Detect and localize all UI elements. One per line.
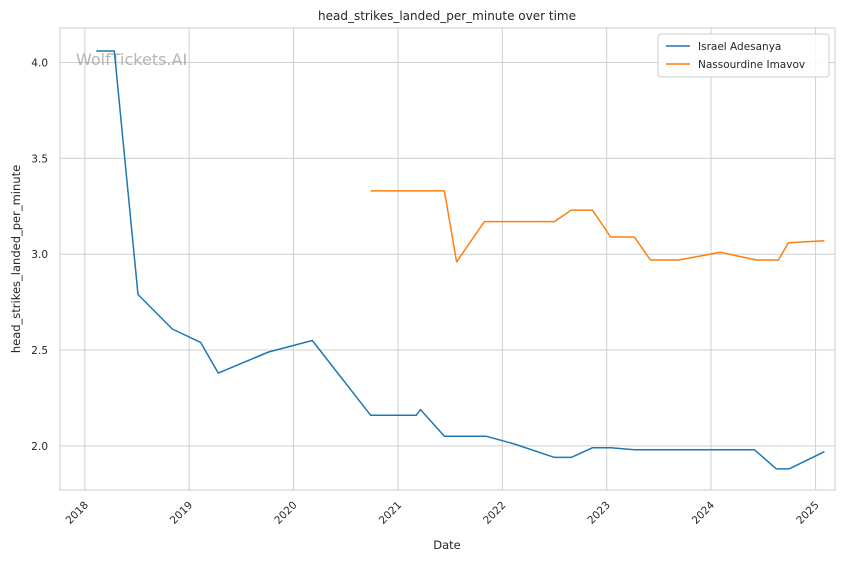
x-tick-label: 2024 — [690, 499, 718, 527]
y-tick-labels: 2.0 2.5 3.0 3.5 4.0 — [31, 58, 48, 453]
series-layer — [96, 50, 825, 470]
x-tick-label: 2020 — [272, 499, 299, 526]
plot-area-frame — [59, 27, 836, 491]
watermark: WolfTickets.AI — [76, 50, 187, 69]
x-tick-labels: 2018 2019 2020 2021 2022 2023 2024 2025 — [64, 499, 822, 527]
series-line-nassourdine-imavov — [370, 190, 825, 263]
grid-layer — [60, 28, 835, 490]
x-tick-label: 2019 — [168, 499, 195, 526]
x-tick-label: 2023 — [585, 499, 612, 526]
y-tick-label: 2.5 — [31, 345, 48, 357]
y-tick-label: 3.5 — [31, 153, 48, 165]
legend-label-nassourdine-imavov: Nassourdine Imavov — [698, 59, 805, 71]
y-tick-label: 2.0 — [31, 441, 48, 453]
x-axis-label: Date — [433, 538, 461, 552]
chart-title: head_strikes_landed_per_minute over time — [318, 9, 576, 23]
series-line-israel-adesanya — [96, 50, 825, 470]
y-axis-label: head_strikes_landed_per_minute — [9, 165, 23, 353]
legend-box — [657, 33, 830, 78]
x-tick-label: 2018 — [64, 499, 91, 526]
legend: Israel Adesanya Nassourdine Imavov — [657, 33, 830, 78]
legend-label-israel-adesanya: Israel Adesanya — [698, 41, 781, 53]
y-tick-label: 4.0 — [31, 58, 48, 70]
y-tick-label: 3.0 — [31, 249, 48, 261]
x-tick-label: 2022 — [481, 499, 508, 526]
x-tick-label: 2021 — [377, 499, 404, 526]
x-tick-label: 2025 — [794, 499, 821, 526]
